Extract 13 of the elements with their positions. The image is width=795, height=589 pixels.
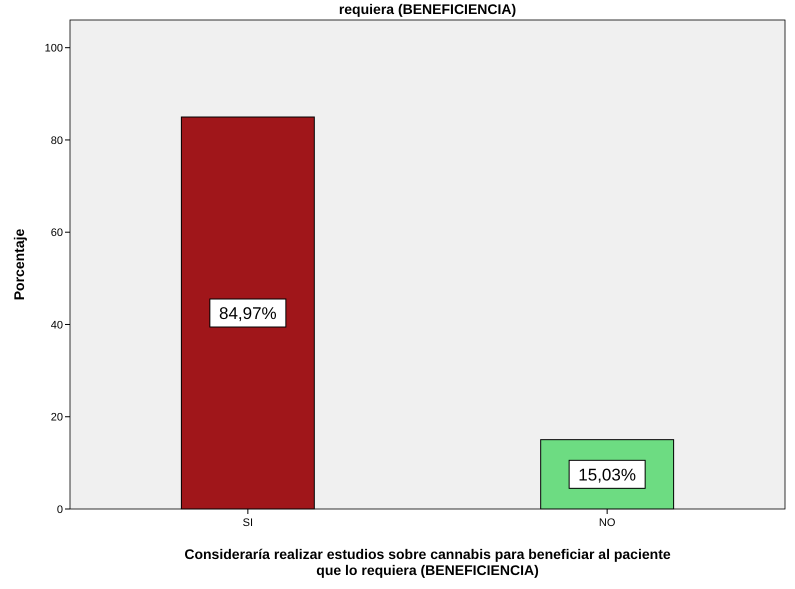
y-tick-label: 40 [50, 319, 63, 332]
x-tick-label: NO [598, 517, 616, 529]
x-tick-label: SI [242, 517, 254, 529]
chart-title: requiera (BENEFICIENCIA) [338, 1, 516, 17]
y-tick-label: 60 [50, 227, 63, 240]
y-axis-title: Porcentaje [11, 228, 27, 300]
y-tick-label: 0 [56, 504, 63, 516]
y-tick-label: 80 [50, 134, 63, 147]
x-axis-title: Consideraría realizar estudios sobre cannabis para beneficiar al paciente que lo requiera (BENEFICIENCIA) [184, 546, 671, 578]
y-tick-label: 20 [50, 412, 63, 424]
data-label: 15,03% [578, 465, 636, 484]
data-label: 84,97% [219, 304, 277, 324]
y-tick-label: 100 [44, 42, 63, 55]
